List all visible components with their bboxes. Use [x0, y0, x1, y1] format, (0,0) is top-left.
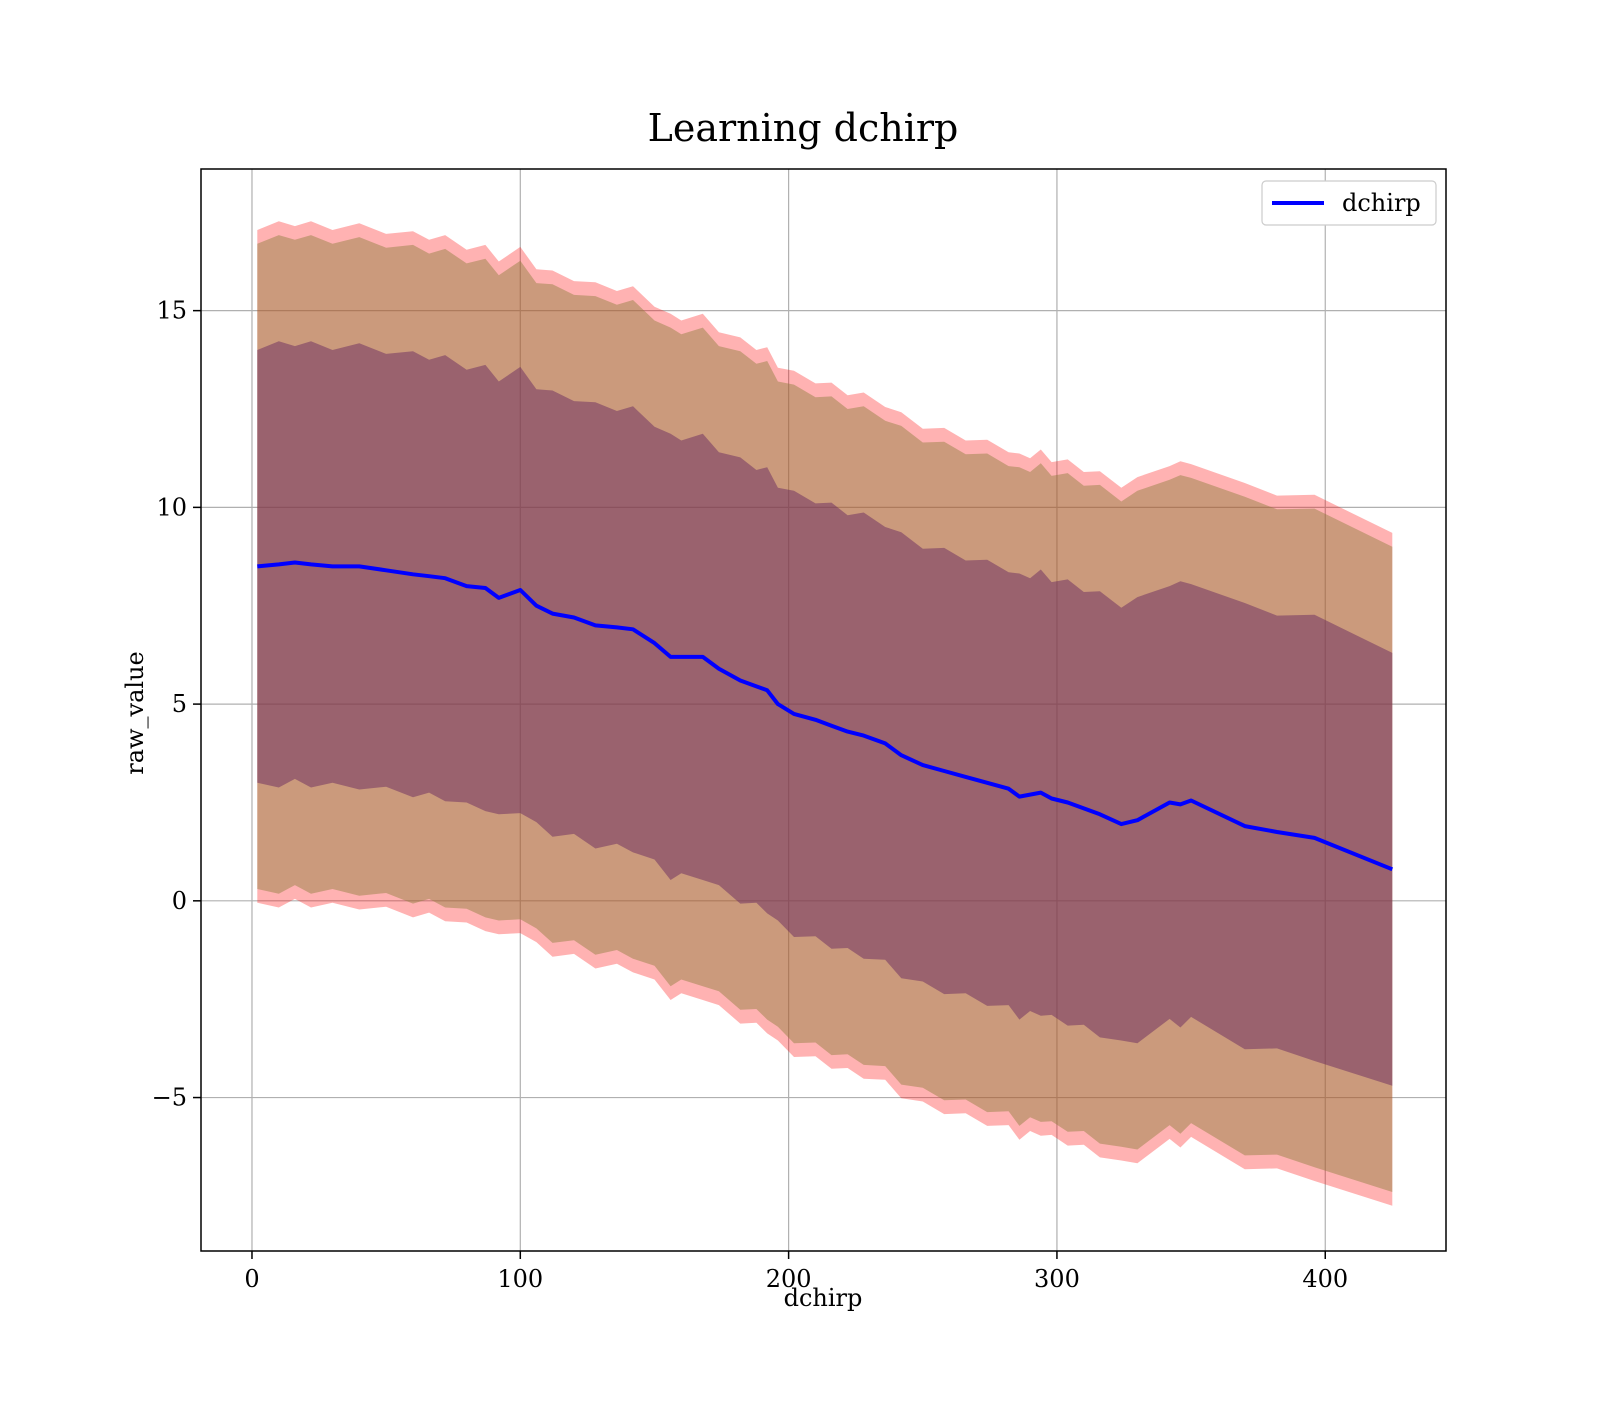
confidence-band-2	[257, 341, 1393, 1086]
legend-label: dchirp	[1342, 189, 1421, 217]
x-tick-label: 200	[766, 1265, 812, 1293]
series-line-dchirp	[257, 560, 1394, 872]
x-tick-label: 300	[1034, 1265, 1080, 1293]
chart-title: Learning dchirp	[648, 106, 959, 150]
y-axis-label: raw_value	[121, 651, 149, 775]
legend-box	[1261, 180, 1437, 226]
x-tick-label: 400	[1302, 1265, 1348, 1293]
x-tick-label: 0	[244, 1265, 259, 1293]
y-tick-label: 10	[156, 493, 187, 521]
x-axis-label: dchirp	[784, 1284, 863, 1312]
y-tick-label: 15	[156, 297, 187, 325]
plot-area: 0 100 200 300 400 −5 0 5 10 15	[152, 168, 1447, 1293]
plot-frame	[200, 168, 1447, 1252]
y-tick-label: 0	[172, 887, 187, 915]
legend: dchirp	[1261, 180, 1437, 226]
y-tick-label: 5	[172, 690, 187, 718]
y-tick-label: −5	[152, 1084, 187, 1112]
x-tick-label: 100	[497, 1265, 543, 1293]
